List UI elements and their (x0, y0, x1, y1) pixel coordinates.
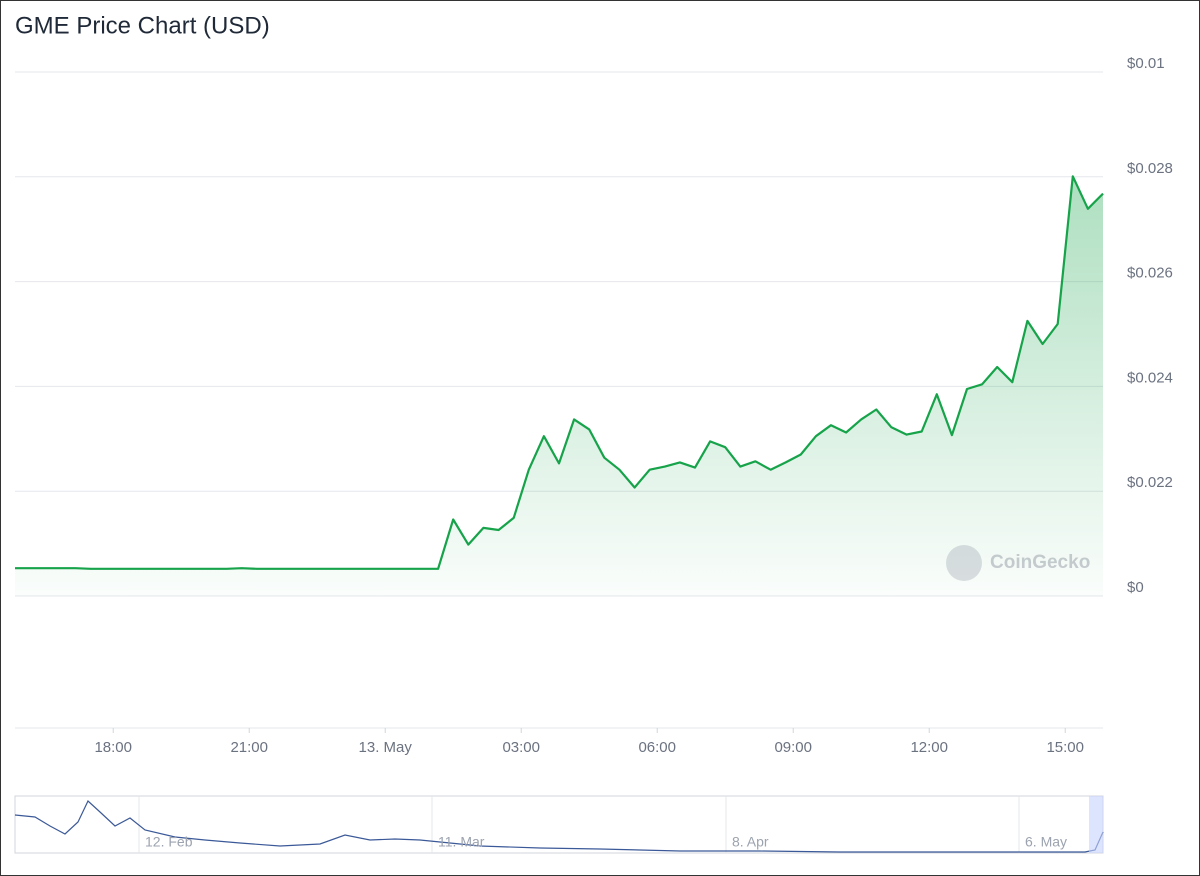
x-tick-label: 15:00 (1046, 739, 1084, 756)
navigator-frame (14, 795, 1104, 854)
watermark: CoinGecko (946, 545, 1090, 581)
x-tick-label: 09:00 (774, 739, 812, 756)
price-line (15, 175, 1104, 570)
x-tick-label: 18:00 (94, 739, 132, 756)
navigator-label: 11. Mar (438, 834, 485, 850)
navigator-label: 6. May (1025, 834, 1067, 850)
navigator-label: 8. Apr (732, 834, 769, 850)
y-tick-label: $0.024 (1127, 369, 1173, 386)
x-tick-label: 13. May (359, 739, 413, 756)
watermark-text: CoinGecko (990, 552, 1090, 573)
area (15, 176, 1103, 597)
y-tick-label: $0.026 (1127, 265, 1173, 282)
y-tick-label: $0 (1127, 579, 1144, 596)
navigator-line (14, 800, 1104, 853)
y-tick-label: $0.01 (1127, 55, 1165, 72)
y-tick-label: $0.028 (1127, 160, 1173, 177)
navigator-window[interactable] (1089, 796, 1103, 853)
x-tick-label: 03:00 (502, 739, 540, 756)
x-tick-label: 12:00 (910, 739, 948, 756)
chart-title: GME Price Chart (USD) (15, 12, 270, 39)
navigator: 12. Feb 11. Mar 8. Apr 6. May (14, 795, 1104, 854)
x-tick-label: 06:00 (638, 739, 676, 756)
navigator-label: 12. Feb (145, 834, 193, 850)
y-tick-label: $0.022 (1127, 474, 1173, 491)
x-tick-label: 21:00 (230, 739, 268, 756)
